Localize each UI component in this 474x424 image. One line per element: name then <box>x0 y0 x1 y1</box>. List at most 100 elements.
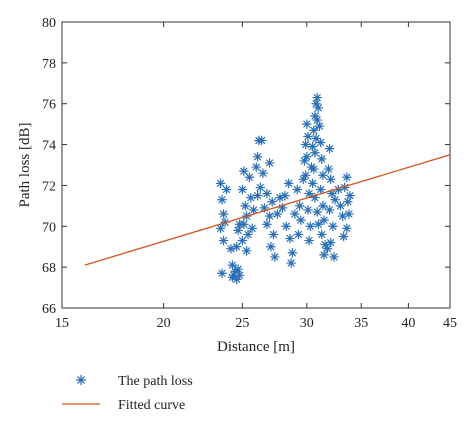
fitted-line-layer <box>84 154 450 266</box>
data-point <box>304 188 314 199</box>
x-tick-label: 15 <box>55 316 69 331</box>
data-point <box>302 152 312 162</box>
data-point <box>307 178 318 189</box>
data-point <box>296 215 306 225</box>
legend-asterisk-icon <box>75 374 87 386</box>
legend-label-path-loss: The path loss <box>118 374 193 389</box>
data-point <box>237 235 248 246</box>
x-tick-label: 45 <box>443 316 457 331</box>
data-point <box>319 215 329 225</box>
data-point <box>302 119 312 129</box>
data-point <box>313 102 324 113</box>
data-point <box>256 135 267 146</box>
data-point <box>287 248 298 258</box>
data-point <box>344 209 354 219</box>
x-axis-title: Distance [m] <box>217 339 295 355</box>
data-point <box>324 143 335 154</box>
data-point <box>239 219 249 230</box>
data-point <box>342 223 352 234</box>
data-point <box>264 211 275 221</box>
data-point <box>234 270 245 281</box>
data-point <box>241 246 252 256</box>
data-point <box>283 178 294 189</box>
data-point <box>227 272 238 283</box>
axis-ticks: 15 20 25 30 35 40 45 66 68 70 72 74 76 78 80 <box>42 16 457 331</box>
y-tick-label: 70 <box>42 220 56 235</box>
data-point <box>313 219 324 230</box>
data-point <box>342 172 352 183</box>
data-point <box>286 258 296 268</box>
data-point <box>244 172 255 183</box>
data-point <box>285 233 295 244</box>
y-tick-label: 74 <box>42 139 56 154</box>
data-point <box>318 201 328 211</box>
x-tick-label: 20 <box>157 316 171 331</box>
data-point <box>218 209 229 219</box>
data-point <box>281 221 291 232</box>
data-point <box>251 162 262 172</box>
data-point <box>325 174 336 185</box>
legend-label-fitted-curve: Fitted curve <box>118 398 185 413</box>
data-point <box>314 121 325 131</box>
data-point <box>292 184 303 195</box>
data-point <box>264 158 275 168</box>
data-point <box>243 229 253 240</box>
data-point <box>329 252 339 262</box>
data-point <box>252 190 263 201</box>
data-point <box>335 201 346 211</box>
data-point <box>280 190 290 201</box>
y-axis-title: Path loss [dB] <box>17 122 33 207</box>
data-point <box>316 229 327 240</box>
data-point <box>343 196 353 207</box>
data-point <box>266 241 276 252</box>
data-point <box>215 223 226 234</box>
data-point <box>255 182 266 193</box>
data-point <box>262 188 272 199</box>
data-point <box>312 115 323 125</box>
data-point <box>269 252 280 262</box>
data-point <box>308 125 319 136</box>
data-point <box>217 268 227 279</box>
data-point <box>248 205 259 215</box>
data-point <box>215 178 226 189</box>
data-point <box>328 221 338 232</box>
y-tick-label: 76 <box>42 98 56 113</box>
scatter-points <box>215 92 355 285</box>
data-point <box>237 184 248 195</box>
data-point <box>315 137 326 148</box>
data-point <box>305 221 316 232</box>
x-tick-label: 35 <box>354 316 368 331</box>
data-point <box>308 164 319 174</box>
fitted-curve-line <box>84 154 450 266</box>
data-point <box>323 164 334 174</box>
data-point <box>345 190 355 201</box>
y-tick-label: 72 <box>42 179 56 194</box>
data-point <box>293 229 304 240</box>
x-tick-label: 25 <box>235 316 249 331</box>
data-point <box>338 231 349 242</box>
data-point <box>318 170 328 181</box>
data-point <box>217 194 227 205</box>
data-point <box>245 192 256 203</box>
data-point <box>272 209 283 219</box>
data-point <box>325 237 336 248</box>
data-point <box>337 211 348 221</box>
y-tick-label: 66 <box>42 302 56 317</box>
data-point <box>303 205 313 215</box>
data-point <box>252 152 263 162</box>
data-point <box>290 209 300 219</box>
data-point <box>303 131 313 142</box>
x-tick-label: 40 <box>401 316 415 331</box>
data-point <box>304 235 314 246</box>
data-point <box>300 170 311 181</box>
data-point <box>294 201 305 211</box>
data-point <box>221 184 232 195</box>
data-point <box>316 154 327 164</box>
legend-marker-path-loss <box>75 374 87 386</box>
data-point <box>324 205 335 215</box>
data-point <box>262 219 272 230</box>
data-point <box>268 229 279 240</box>
data-point <box>233 264 243 274</box>
data-point <box>310 147 320 158</box>
data-point <box>315 184 326 195</box>
